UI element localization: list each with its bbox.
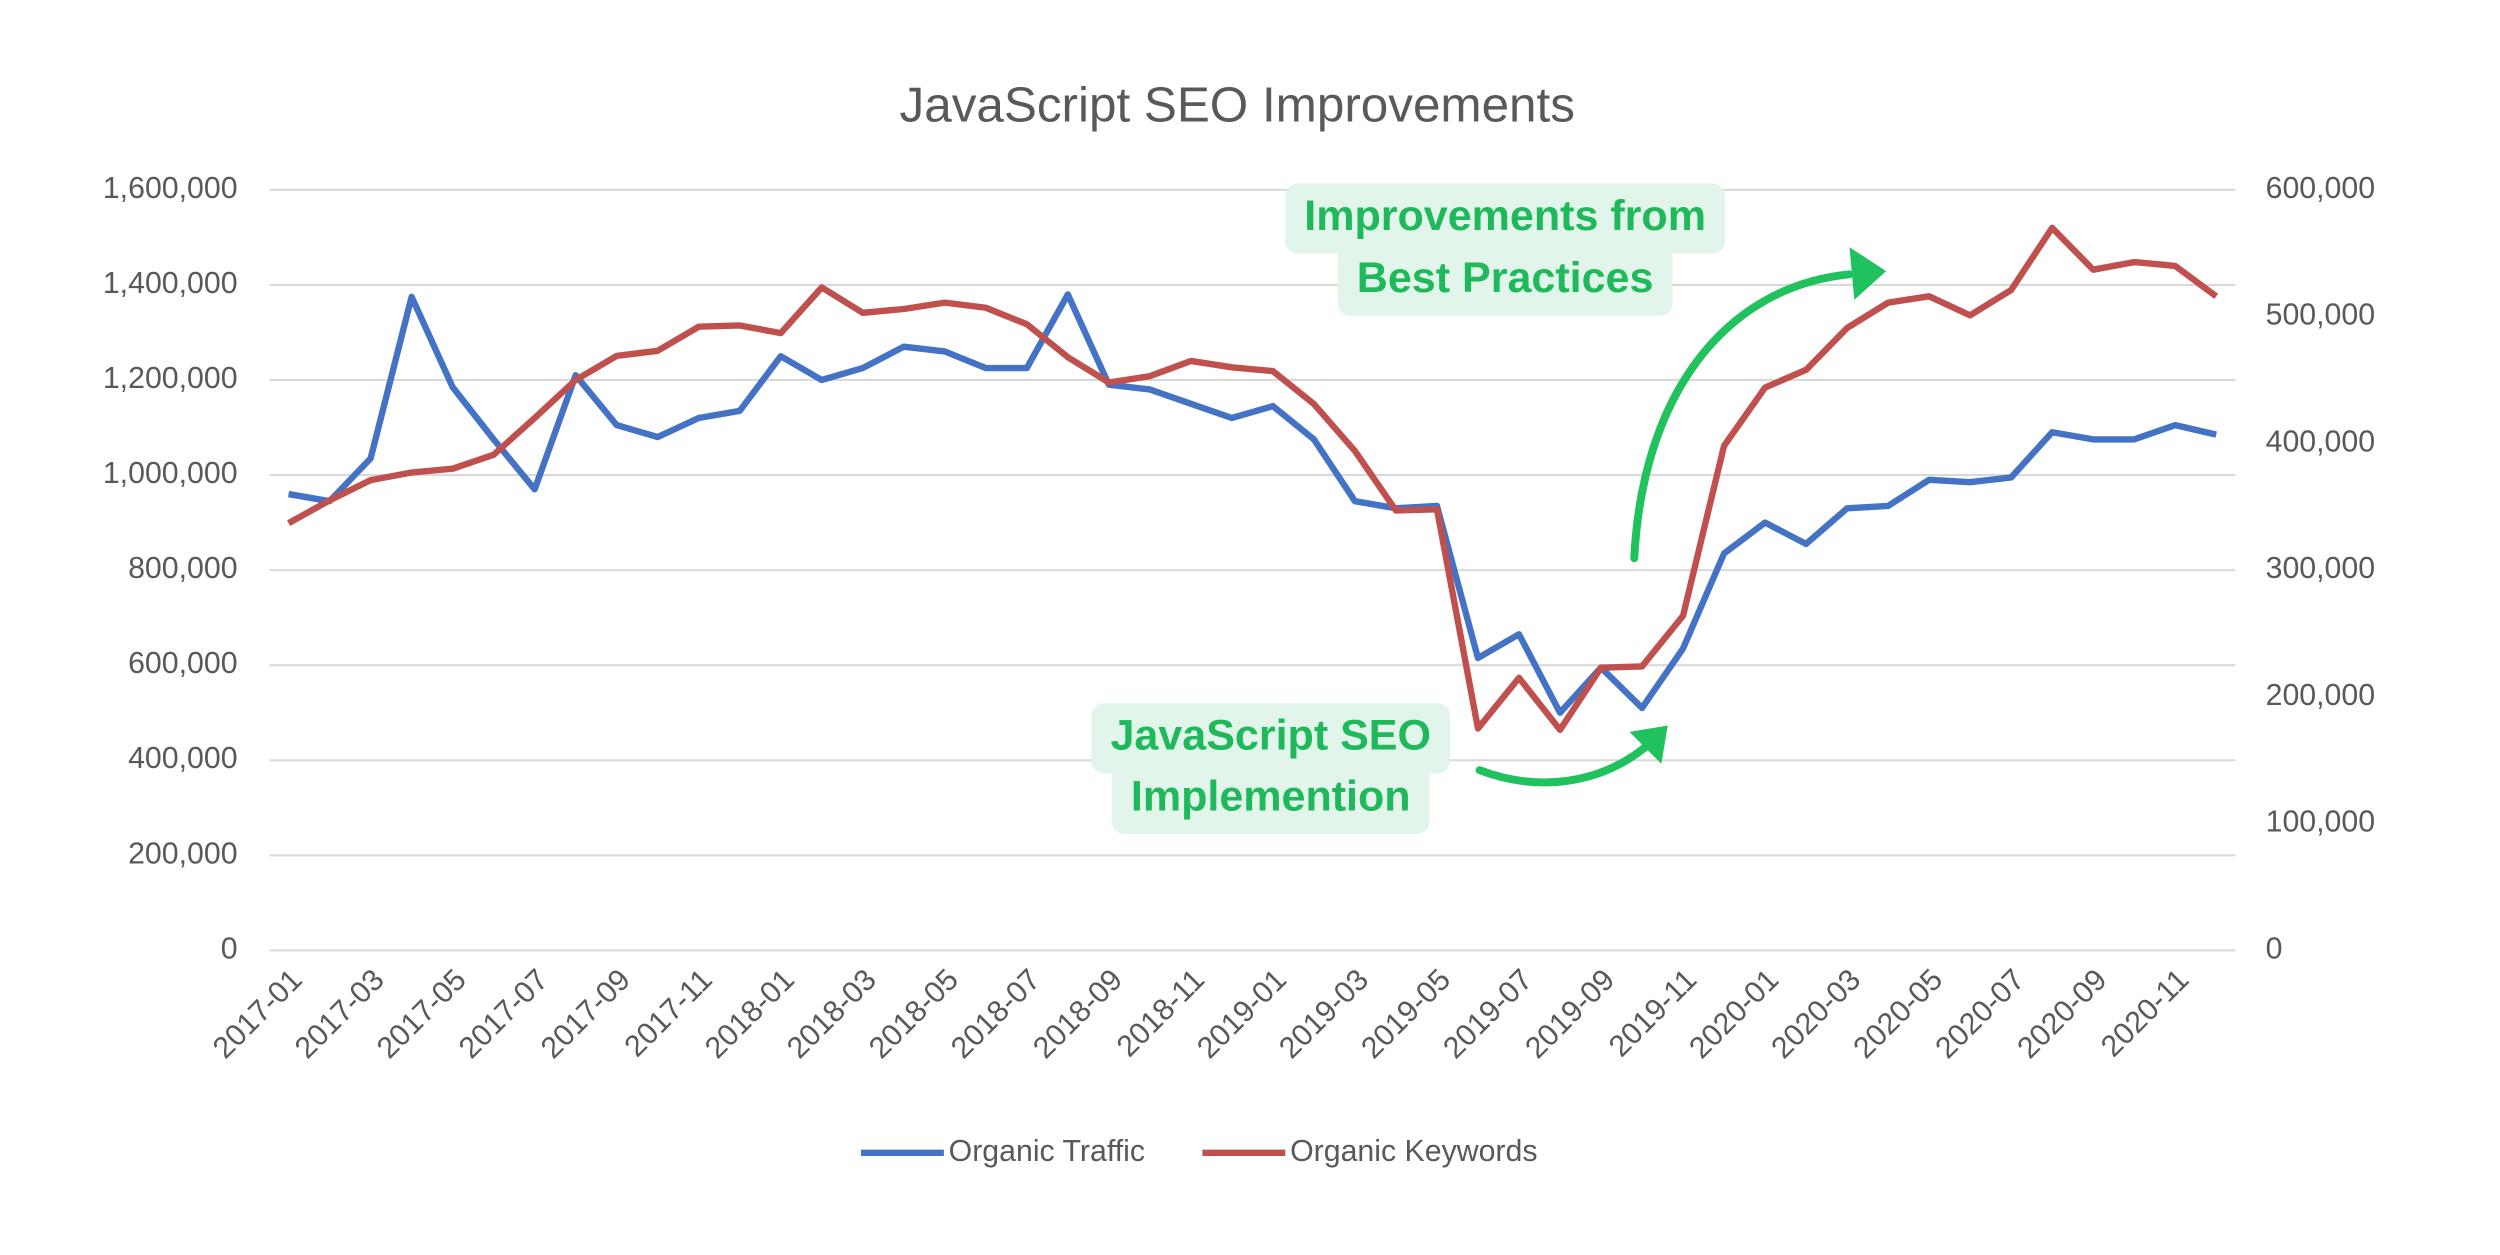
arrowhead — [1849, 247, 1887, 300]
chart-title: JavaScript SEO Improvements — [900, 78, 1575, 133]
y2-tick-label: 600,000 — [2266, 172, 2375, 205]
x-tick-label: 2017-01 — [207, 963, 309, 1065]
arrow — [1475, 739, 1655, 787]
y-tick-label: 800,000 — [128, 552, 237, 585]
y2-tick-label: 500,000 — [2266, 299, 2375, 332]
legend-label: Organic Traffic — [949, 1135, 1145, 1168]
y2-tick-label: 100,000 — [2266, 806, 2375, 839]
annotation-bg — [1337, 245, 1673, 316]
legend: Organic Traffic Organic Keywords — [860, 1135, 1538, 1168]
y2-tick-label: 300,000 — [2266, 552, 2375, 585]
x-tick-label: 2017-03 — [289, 963, 391, 1065]
y-tick-label: 600,000 — [128, 647, 237, 680]
legend-label: Organic Keywords — [1290, 1135, 1537, 1168]
annotation-bg — [1111, 763, 1430, 834]
x-tick-label: 2020-01 — [1683, 963, 1785, 1065]
x-tick-label: 2019-11 — [1603, 963, 1703, 1063]
x-tick-label: 2019-09 — [1519, 963, 1621, 1065]
series-line — [288, 291, 2217, 716]
arrows — [1475, 270, 1854, 787]
x-tick-label: 2018-07 — [945, 963, 1047, 1065]
y-tick-label: 200,000 — [128, 837, 237, 870]
arrowheads — [1629, 247, 1887, 764]
x-tick-label: 2020-05 — [1847, 963, 1949, 1065]
annotation-text: Best Practices — [1357, 254, 1654, 302]
y-tick-label: 400,000 — [128, 742, 237, 775]
x-tick-label: 2017-09 — [535, 963, 637, 1065]
y-tick-label: 1,200,000 — [103, 362, 238, 395]
x-tick-label: 2019-03 — [1273, 963, 1375, 1065]
x-tick-label: 2020-03 — [1765, 963, 1867, 1065]
y-tick-label: 0 — [221, 932, 238, 965]
arrow — [1630, 270, 1854, 563]
y2-tick-label: 400,000 — [2266, 425, 2375, 458]
x-tick-label: 2018-01 — [699, 963, 801, 1065]
x-tick-label: 2018-11 — [1111, 963, 1211, 1063]
arrowhead — [1629, 725, 1668, 764]
annotation-bg — [1285, 183, 1726, 254]
x-tick-label: 2020-07 — [1929, 963, 2031, 1065]
annotation-bg — [1091, 703, 1451, 774]
x-tick-label: 2018-09 — [1027, 963, 1129, 1065]
x-tick-label: 2019-05 — [1355, 963, 1457, 1065]
x-tick-label: 2017-11 — [619, 963, 719, 1063]
x-tick-label: 2018-05 — [863, 963, 965, 1065]
x-tick-label: 2019-01 — [1191, 963, 1293, 1065]
x-tick-label: 2020-11 — [2095, 963, 2195, 1063]
annotation-text: Implemention — [1131, 772, 1411, 820]
y-tick-label: 1,400,000 — [103, 267, 238, 300]
annotation-text: JavaScript SEO — [1110, 712, 1431, 760]
series-line — [287, 224, 2219, 734]
annotation-text: Improvements from — [1304, 192, 1706, 240]
y-tick-label: 1,000,000 — [103, 457, 238, 490]
y2-tick-label: 200,000 — [2266, 679, 2375, 712]
x-tick-label: 2019-07 — [1437, 963, 1539, 1065]
y2-tick-label: 0 — [2266, 932, 2283, 965]
x-tick-label: 2017-05 — [371, 963, 473, 1065]
x-tick-label: 2020-09 — [2011, 963, 2113, 1065]
y-tick-label: 1,600,000 — [103, 172, 238, 205]
x-tick-label: 2018-03 — [781, 963, 883, 1065]
x-tick-label: 2017-07 — [453, 963, 555, 1065]
